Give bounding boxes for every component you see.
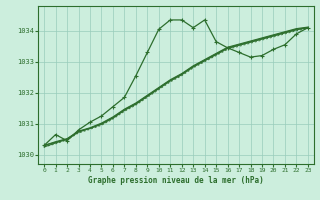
X-axis label: Graphe pression niveau de la mer (hPa): Graphe pression niveau de la mer (hPa) [88,176,264,185]
